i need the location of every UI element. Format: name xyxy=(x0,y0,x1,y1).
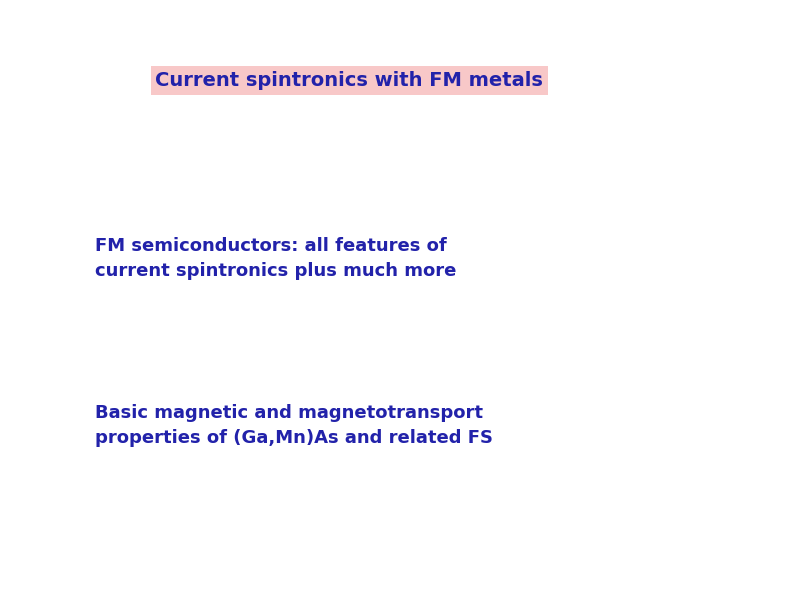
Text: FM semiconductors: all features of
current spintronics plus much more: FM semiconductors: all features of curre… xyxy=(95,237,457,280)
Text: Basic magnetic and magnetotransport
properties of (Ga,Mn)As and related FS: Basic magnetic and magnetotransport prop… xyxy=(95,404,493,447)
Text: Current spintronics with FM metals: Current spintronics with FM metals xyxy=(156,71,543,90)
